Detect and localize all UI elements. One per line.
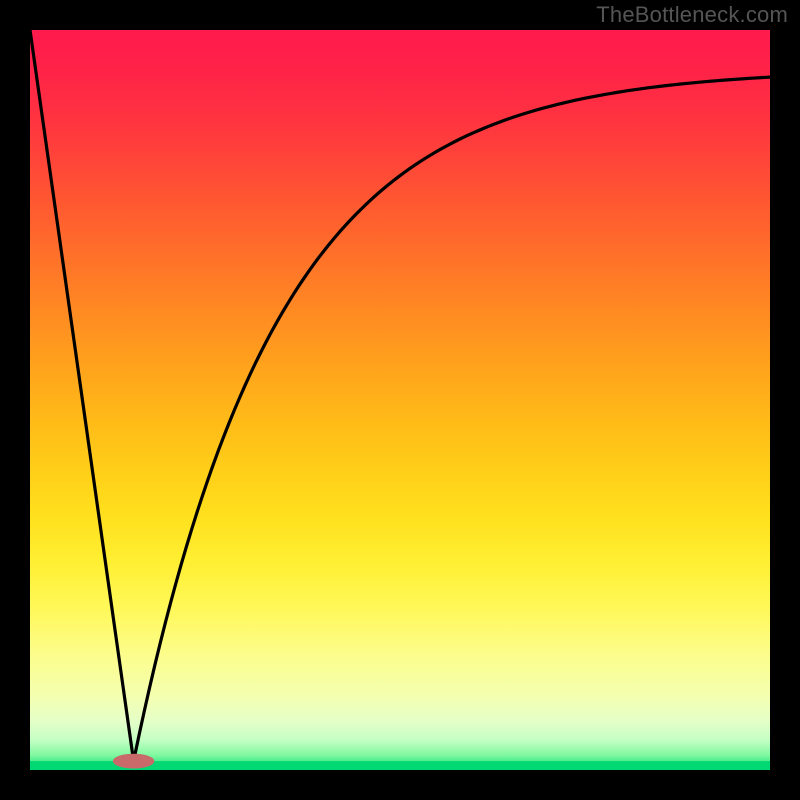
- plot-background: [30, 30, 770, 770]
- chart-container: TheBottleneck.com: [0, 0, 800, 800]
- watermark-text: TheBottleneck.com: [596, 2, 788, 28]
- optimal-marker: [113, 754, 154, 769]
- bottleneck-chart: [0, 0, 800, 800]
